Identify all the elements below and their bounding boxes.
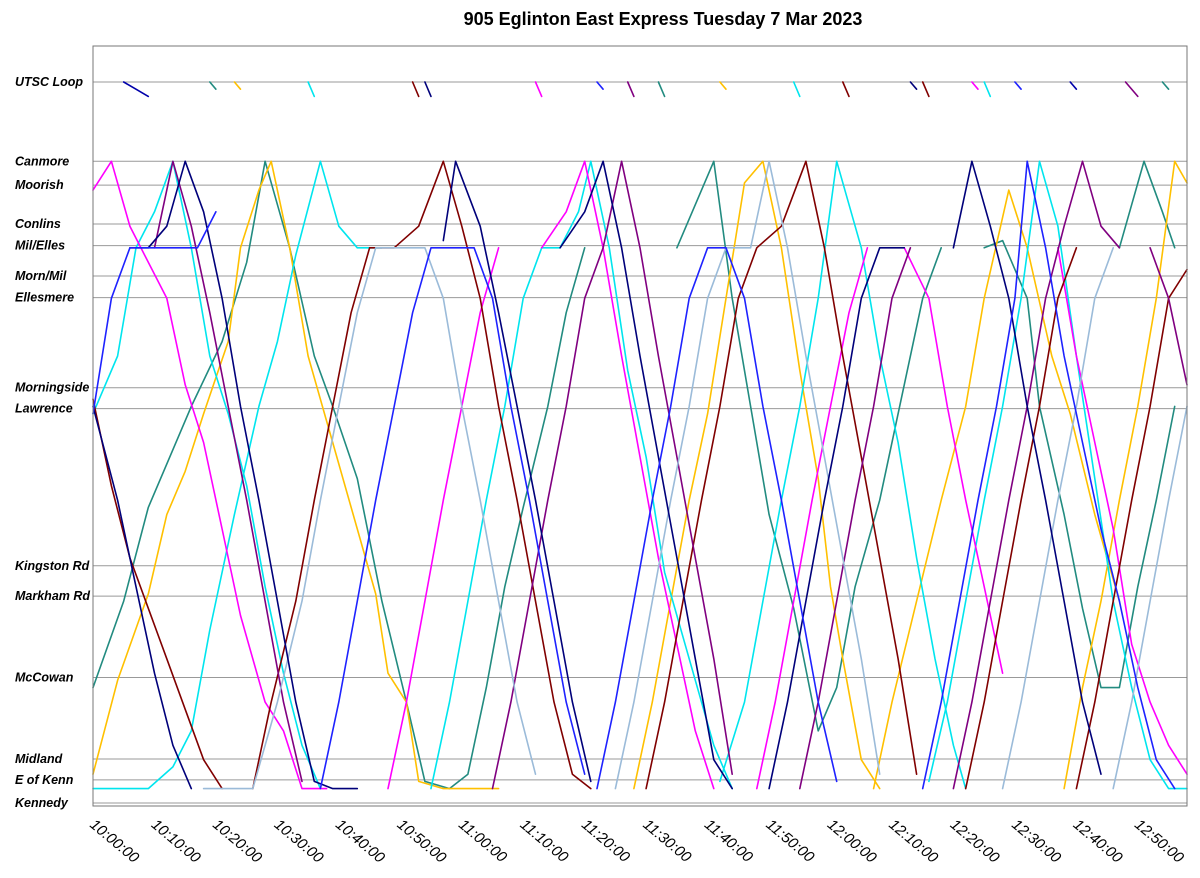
vehicle-trace-54: [792, 81, 801, 98]
vehicle-trace-19: [92, 398, 223, 790]
vehicle-trace-55: [841, 81, 850, 98]
vehicle-trace-12: [928, 160, 1188, 790]
vehicle-trace-29: [202, 247, 537, 790]
vehicle-trace-57: [921, 81, 930, 98]
vehicle-trace-48: [424, 81, 432, 98]
vehicle-trace-0: [92, 160, 586, 790]
stop-label: Lawrence: [15, 402, 73, 416]
vehicle-trace-61: [1069, 81, 1078, 90]
vehicle-trace-13: [92, 160, 328, 790]
chart-title: 905 Eglinton East Express Tuesday 7 Mar …: [464, 9, 863, 29]
stop-label: Morn/Mil: [15, 269, 67, 283]
vehicle-trace-34: [92, 405, 193, 790]
vehicle-trace-22: [964, 247, 1078, 790]
stop-label: Kingston Rd: [15, 559, 90, 573]
stop-label: Ellesmere: [15, 291, 74, 305]
vehicle-trace-3: [1118, 160, 1176, 249]
vehicle-trace-45: [233, 81, 242, 90]
vehicle-trace-47: [411, 81, 420, 98]
vehicle-trace-40: [319, 247, 586, 790]
vehicle-trace-4: [92, 160, 500, 790]
vehicle-trace-43: [122, 81, 150, 98]
vehicle-trace-14: [387, 247, 500, 790]
vehicle-trace-59: [983, 81, 992, 98]
stop-label: E of Kenn: [15, 773, 74, 787]
vehicle-trace-15: [540, 160, 715, 790]
vehicle-trace-28: [1149, 247, 1188, 386]
vehicle-trace-11: [719, 160, 967, 790]
vehicle-trace-60: [1014, 81, 1022, 90]
stop-label: Morningside: [15, 381, 89, 395]
vehicle-trace-35: [442, 160, 592, 783]
vehicle-trace-16: [755, 247, 869, 790]
stop-label: McCowan: [15, 671, 74, 685]
vehicle-trace-27: [952, 160, 1121, 790]
vehicle-trace-52: [657, 81, 666, 98]
stop-labels: UTSC Loop Canmore Moorish Conlins Mil/Elles M…: [15, 75, 90, 810]
vehicle-trace-10: [430, 160, 734, 790]
vehicle-trace-62: [1124, 81, 1139, 98]
vehicle-trace-53: [719, 81, 727, 90]
vehicle-trace-18: [1057, 247, 1188, 776]
vehicle-trace-46: [307, 81, 316, 98]
stop-label: Conlins: [15, 217, 61, 231]
vehicle-trace-33: [129, 160, 359, 790]
vehicle-trace-31: [1001, 247, 1114, 790]
vehicle-trace-20: [252, 160, 592, 790]
vehicle-trace-41: [596, 247, 838, 790]
vehicle-trace-30: [614, 160, 881, 790]
stop-label: Moorish: [15, 178, 64, 192]
vehicle-trace-37: [952, 160, 1102, 776]
vehicle-trace-6: [872, 189, 1121, 790]
vehicle-trace-44: [209, 81, 217, 90]
vehicle-trace-36: [559, 160, 734, 790]
vehicle-trace-1: [676, 160, 943, 732]
vehicle-trace-56: [909, 81, 918, 90]
vehicle-trace-17: [903, 247, 1004, 675]
stop-label: Canmore: [15, 154, 69, 168]
vehicle-trace-58: [971, 81, 979, 90]
plot-frame: [92, 45, 1188, 807]
vehicle-trace-5: [633, 160, 881, 790]
vehicle-trace-8: [92, 160, 383, 790]
stop-label: UTSC Loop: [15, 75, 83, 89]
vehicle-trace-2: [983, 239, 1176, 689]
stop-label: Markham Rd: [15, 589, 90, 603]
vehicle-trace-7: [1063, 160, 1188, 790]
vehicle-trace-49: [534, 81, 543, 98]
vehicle-trace-39: [92, 211, 217, 415]
stop-label: Kennedy: [15, 796, 69, 810]
vehicle-trace-42: [921, 160, 1176, 790]
vehicle-trace-21: [645, 160, 918, 790]
vehicle-trace-63: [1161, 81, 1170, 90]
stop-label: Mil/Elles: [15, 239, 65, 253]
vehicle-trace-38: [768, 247, 906, 790]
vehicle-trace-51: [626, 81, 635, 98]
vehicle-trace-50: [596, 81, 604, 90]
stop-label: Midland: [15, 752, 63, 766]
vehicle-trace-32: [1112, 405, 1188, 790]
vehicle-traces: [92, 81, 1188, 790]
